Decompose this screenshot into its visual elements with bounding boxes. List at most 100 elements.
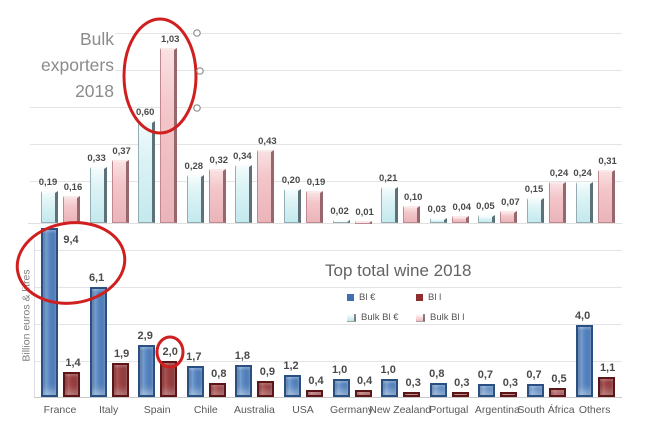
category-label-chile: Chile — [193, 404, 218, 416]
bulk-eur-bar-chile — [186, 175, 204, 223]
category-label-new-zealand: New Zealand — [369, 404, 432, 416]
legend-label-bl-l: Bl l — [428, 292, 442, 303]
bulk-litre-bar-germany — [354, 221, 372, 224]
bulk-eur-bar-usa — [284, 189, 301, 223]
bulk-litre-value-chile: 0,32 — [209, 154, 229, 166]
legend-label-bulk-bl-l: Bulk Bl l — [430, 312, 465, 323]
total-litre-value-new-zealand: 0,3 — [405, 376, 421, 389]
bulk-litre-bar-chile — [208, 168, 226, 223]
selection-handle-icon-1 — [196, 67, 204, 75]
selection-handle-icon-2 — [193, 104, 201, 112]
total-chart-y-axis — [34, 240, 35, 397]
legend-label-bulk-bl-: Bulk Bl € — [361, 312, 399, 323]
total-eur-value-usa: 1,2 — [283, 360, 299, 373]
category-label-germany: Germany — [330, 404, 374, 416]
total-litre-bar-italy — [111, 362, 129, 397]
bulk-eur-value-argentina: 0,05 — [476, 200, 495, 212]
legend-swatch-bl-l-icon — [416, 294, 423, 301]
bulk-chart-gridline-3 — [30, 144, 622, 145]
bulk-eur-value-usa: 0,20 — [281, 175, 301, 186]
bulk-litre-bar-italy — [111, 160, 129, 223]
total-litre-bar-chile — [208, 382, 226, 397]
bulk-eur-value-germany: 0,02 — [330, 205, 349, 217]
bulk-litre-value-france: 0,16 — [63, 181, 83, 193]
bulk-eur-bar-portugal — [429, 217, 447, 223]
total-litre-value-portugal: 0,3 — [454, 376, 470, 389]
total-chart-gridline-0 — [34, 250, 622, 251]
bulk-exporters-title: Bulk exporters 2018 — [41, 29, 114, 101]
bulk-eur-bar-new-zealand — [381, 187, 399, 223]
total-eur-value-spain: 2,9 — [137, 329, 153, 342]
bulk-eur-bar-spain — [138, 121, 156, 223]
y-axis-label: Billion euros & litres — [20, 269, 33, 362]
bulk-litre-bar-spain — [160, 47, 178, 223]
bulk-litre-value-others: 0,31 — [598, 156, 617, 168]
bulk-eur-value-portugal: 0,03 — [427, 203, 447, 215]
bulk-eur-bar-south-africa — [527, 197, 544, 223]
bulk-eur-value-spain: 0,60 — [135, 107, 155, 118]
total-eur-bar-south-africa — [527, 384, 544, 397]
bulk-litre-value-new-zealand: 0,10 — [403, 192, 423, 203]
bulk-eur-value-australia: 0,34 — [233, 151, 252, 163]
bulk-eur-bar-australia — [235, 165, 253, 223]
total-eur-value-france: 9,4 — [63, 234, 79, 246]
category-label-south-africa: South África — [517, 404, 575, 416]
bulk-litre-bar-usa — [306, 190, 323, 223]
total-chart-gridline-2 — [34, 324, 622, 325]
category-label-portugal: Portugal — [429, 404, 469, 416]
bulk-chart-gridline-2 — [30, 107, 622, 108]
legend-swatch-bulk-bl-l-icon — [416, 313, 425, 322]
legend-item-bl-: Bl € — [347, 292, 375, 303]
total-litre-bar-others — [597, 377, 615, 397]
bulk-chart-gridline-4 — [30, 181, 622, 182]
legend-item-bulk-bl-l: Bulk Bl l — [416, 312, 464, 323]
bulk-eur-bar-argentina — [478, 214, 496, 223]
total-litre-value-italy: 1,9 — [113, 347, 130, 360]
bulk-litre-value-spain: 1,03 — [160, 33, 180, 45]
total-eur-bar-spain — [138, 344, 156, 397]
bulk-litre-value-italy: 0,37 — [112, 146, 131, 158]
total-eur-bar-australia — [235, 364, 253, 397]
category-label-usa: USA — [292, 404, 314, 416]
bulk-litre-bar-south-africa — [549, 182, 566, 223]
bulk-eur-bar-others — [575, 182, 593, 223]
total-eur-value-portugal: 0,8 — [429, 367, 445, 380]
total-chart-baseline — [34, 397, 622, 398]
bulk-litre-value-usa: 0,19 — [306, 176, 326, 188]
bulk-litre-value-portugal: 0,04 — [452, 202, 472, 214]
total-eur-bar-portugal — [429, 382, 447, 397]
bulk-chart-gridline-0 — [115, 33, 622, 34]
total-litre-value-south-africa: 0,5 — [551, 373, 567, 385]
bulk-eur-bar-france — [41, 190, 58, 223]
total-litre-bar-usa — [306, 389, 323, 397]
total-eur-value-italy: 6,1 — [88, 272, 105, 285]
total-eur-value-argentina: 0,7 — [477, 369, 494, 382]
bulk-litre-bar-australia — [257, 149, 275, 223]
total-litre-bar-south-africa — [549, 388, 566, 397]
total-eur-bar-new-zealand — [381, 379, 399, 397]
total-eur-value-south-africa: 0,7 — [526, 369, 542, 382]
category-label-italy: Italy — [98, 404, 119, 416]
legend-swatch-bulk-bl--icon — [347, 313, 356, 322]
category-label-france: France — [43, 404, 77, 416]
top-total-wine-title: Top total wine 2018 — [325, 261, 472, 280]
bulk-eur-value-new-zealand: 0,21 — [378, 173, 398, 185]
total-litre-value-chile: 0,8 — [211, 367, 227, 380]
total-litre-value-others: 1,1 — [599, 362, 616, 375]
total-eur-bar-germany — [332, 379, 350, 397]
total-eur-value-others: 4,0 — [574, 310, 591, 322]
bulk-litre-value-germany: 0,01 — [355, 207, 374, 218]
total-litre-value-australia: 0,9 — [259, 365, 276, 378]
bulk-eur-value-chile: 0,28 — [184, 161, 204, 173]
total-chart-gridline-1 — [34, 287, 622, 288]
bulk-litre-bar-portugal — [451, 216, 469, 223]
total-litre-bar-argentina — [500, 391, 518, 397]
bulk-eur-value-france: 0,19 — [38, 176, 58, 188]
category-label-australia: Australia — [233, 404, 275, 416]
legend-swatch-bl--icon — [347, 294, 354, 301]
legend-label-bl-: Bl € — [359, 292, 376, 303]
bulk-chart-baseline — [28, 223, 622, 224]
bulk-chart-gridline-1 — [115, 70, 622, 71]
category-label-spain: Spain — [143, 404, 171, 416]
total-litre-value-usa: 0,4 — [308, 374, 324, 387]
